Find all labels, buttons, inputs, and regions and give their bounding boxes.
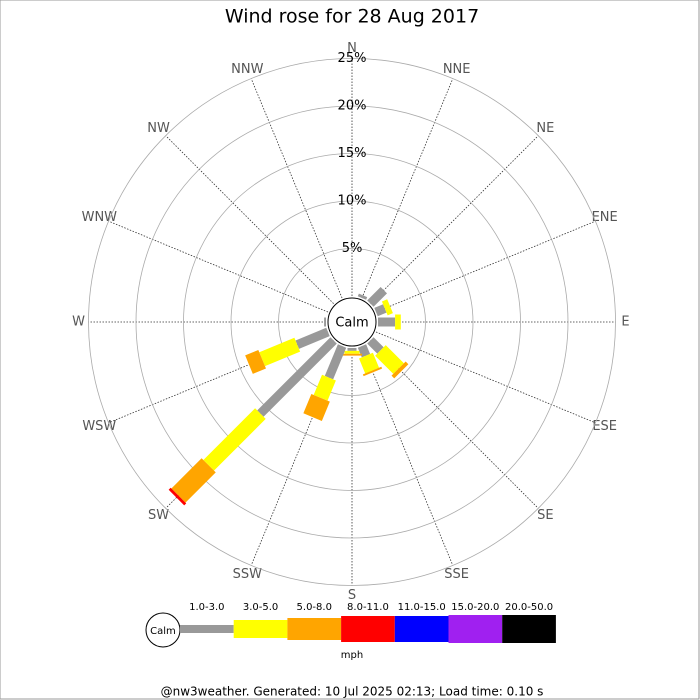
direction-label: WNW (82, 210, 118, 225)
rose-segment (395, 314, 401, 330)
direction-label: NE (536, 121, 554, 136)
r-tick-label: 15% (338, 146, 367, 161)
spoke (361, 345, 454, 566)
rose-segment (391, 361, 409, 379)
calm-circle (327, 297, 377, 347)
direction-label: E (621, 315, 629, 330)
grid-ring (88, 58, 616, 586)
direction-label: SSE (444, 567, 469, 582)
legend-label: 5.0-8.0 (297, 602, 332, 613)
rose-segment (375, 345, 404, 374)
direction-label: N (347, 41, 357, 56)
direction-label: NW (147, 121, 170, 136)
legend-label: 3.0-5.0 (243, 602, 278, 613)
rose-segment (295, 327, 330, 349)
rose-segment (362, 366, 383, 377)
bars (166, 280, 412, 508)
r-tick-label: 20% (338, 99, 367, 114)
legend-label: 8.0-11.0 (347, 602, 389, 613)
r-tick-label: 10% (338, 194, 367, 209)
direction-label: SE (537, 508, 553, 523)
rose-segment (259, 337, 301, 367)
legend-swatch (448, 615, 503, 643)
direction-label: ESE (592, 419, 617, 434)
spoke (361, 78, 454, 299)
rose-segment (381, 299, 393, 316)
rose-segment (168, 487, 187, 506)
direction-label: SSW (233, 567, 263, 582)
direction-label: S (348, 588, 356, 603)
legend-label: 20.0-50.0 (505, 602, 553, 613)
rose-segment (171, 458, 216, 503)
legend-label: 1.0-3.0 (189, 602, 224, 613)
r-tick-label: 25% (338, 51, 367, 66)
rose-segment (245, 349, 266, 374)
direction-label: W (72, 315, 85, 330)
rose-segment (344, 350, 360, 354)
direction-label: NNW (231, 62, 263, 77)
legend-swatch (287, 618, 342, 640)
direction-label: SW (148, 508, 169, 523)
rose-segment (324, 317, 326, 327)
spoke (375, 331, 596, 424)
r-tick-label: 5% (342, 241, 363, 256)
rose-segment (257, 337, 337, 417)
rose-segment (367, 337, 384, 354)
rose-segment (374, 304, 387, 317)
rose-segment (244, 353, 254, 376)
calm-label: Calm (335, 316, 368, 331)
legend-swatch (180, 625, 234, 633)
legend: Calm mph 1.0-3.0 3.0-5.0 5.0-8.0 8.0-11.0 11… (145, 602, 556, 661)
grid-ring (183, 153, 521, 491)
rose-segment (378, 317, 396, 327)
grid-ring (278, 248, 426, 396)
legend-swatch (233, 620, 288, 638)
spoke (250, 78, 343, 299)
legend-label: 11.0-15.0 (398, 602, 446, 613)
grid-ring (135, 105, 569, 539)
rose-segment (324, 344, 347, 380)
chart-title: Wind rose for 28 Aug 2017 (225, 6, 479, 28)
direction-label: NNE (443, 62, 471, 77)
rose-segment (367, 286, 388, 307)
rose-segment (357, 293, 368, 300)
legend-label: 15.0-20.0 (451, 602, 499, 613)
grid-ring (230, 200, 474, 444)
legend-swatch (341, 616, 395, 642)
rose-segment (359, 352, 380, 374)
legend-calm-label: Calm (150, 626, 176, 637)
direction-label: ENE (592, 210, 618, 225)
legend-swatch (502, 615, 556, 643)
spoke (108, 220, 329, 313)
spoke (375, 220, 596, 313)
rose-segment (347, 348, 357, 351)
spoke (165, 135, 334, 304)
legend-swatch (394, 616, 449, 642)
direction-label: WSW (82, 419, 116, 434)
spoke (370, 135, 539, 304)
rose-segment (303, 393, 330, 421)
rose-segment (342, 353, 362, 356)
footer: @nw3weather. Generated: 10 Jul 2025 02:1… (161, 685, 544, 699)
unit-label: mph (341, 650, 363, 661)
rose-segment (203, 408, 266, 471)
rose-segment (313, 374, 336, 401)
